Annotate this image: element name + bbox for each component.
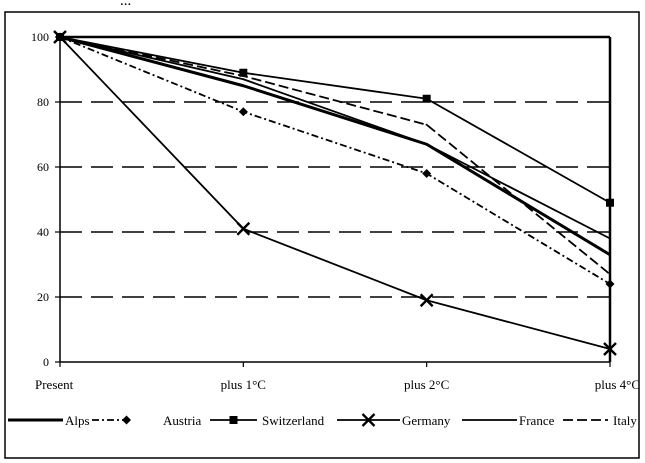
- x-marker-stroke: [236, 221, 251, 236]
- series-line: [59, 36, 611, 285]
- legend: Alps Austria Switzerland Germany France Italy: [8, 413, 637, 428]
- y-tick-label: 60: [37, 160, 49, 174]
- legend-item-germany: Germany: [337, 413, 451, 428]
- series-line: [59, 35, 611, 257]
- legend-item-alps: Alps: [8, 413, 90, 428]
- x-marker: [236, 221, 251, 236]
- series-line: [59, 36, 611, 350]
- x-marker: [603, 342, 617, 356]
- x-marker: [419, 293, 434, 308]
- series-line: [59, 36, 611, 275]
- data-point: [609, 237, 611, 240]
- series-germany: [53, 30, 617, 356]
- data-point: [425, 143, 428, 146]
- y-tick-label: 0: [43, 355, 49, 369]
- square-marker: [422, 94, 431, 103]
- series-france: [59, 36, 611, 240]
- legend-label: France: [519, 413, 555, 428]
- axis-layer: 0 20 40 60 80 100 Present plus 1°C plus 2°C plus …: [31, 30, 640, 392]
- legend-item-switzerland: Switzerland: [210, 413, 325, 428]
- data-point: [609, 253, 611, 256]
- x-tick-label: plus 4°C: [595, 377, 640, 392]
- data-point: [59, 36, 61, 38]
- data-point: [609, 273, 611, 276]
- header-text: ...: [120, 0, 132, 9]
- diamond-marker: [422, 169, 432, 178]
- y-tick-label: 100: [31, 30, 49, 44]
- series-line: [59, 36, 611, 204]
- y-tick-label: 20: [37, 290, 49, 304]
- y-tick-label: 40: [37, 225, 49, 239]
- x-tick-label: plus 2°C: [404, 377, 449, 392]
- square-marker: [606, 198, 614, 207]
- series-austria: [55, 32, 615, 289]
- legend-item-france: France: [462, 413, 555, 428]
- outer-border: [4, 11, 640, 459]
- x-marker: [361, 413, 376, 427]
- x-marker-stroke: [603, 342, 617, 356]
- diamond-marker: [605, 279, 615, 289]
- square-marker: [239, 68, 248, 77]
- data-point: [242, 84, 245, 87]
- series-italy: [59, 36, 611, 276]
- legend-label: Switzerland: [262, 413, 325, 428]
- series-layer: [53, 30, 617, 356]
- diamond-marker: [238, 107, 248, 117]
- data-point: [242, 78, 245, 81]
- legend-label: Austria: [163, 413, 202, 428]
- x-marker-stroke: [361, 413, 376, 427]
- square-marker: [229, 416, 238, 424]
- series-line: [59, 36, 611, 240]
- y-tick-label: 80: [37, 95, 49, 109]
- x-marker-stroke: [419, 293, 434, 308]
- legend-item-italy: Italy: [563, 413, 637, 428]
- legend-label: Italy: [613, 413, 637, 428]
- x-tick-label: Present: [35, 377, 74, 392]
- x-tick-label: plus 1°C: [221, 377, 266, 392]
- legend-item-austria: Austria: [92, 413, 202, 428]
- data-point: [242, 75, 245, 77]
- data-point: [425, 123, 428, 126]
- legend-label: Alps: [65, 413, 90, 428]
- diamond-marker: [122, 415, 131, 425]
- series-alps: [59, 35, 611, 257]
- legend-label: Germany: [402, 413, 451, 428]
